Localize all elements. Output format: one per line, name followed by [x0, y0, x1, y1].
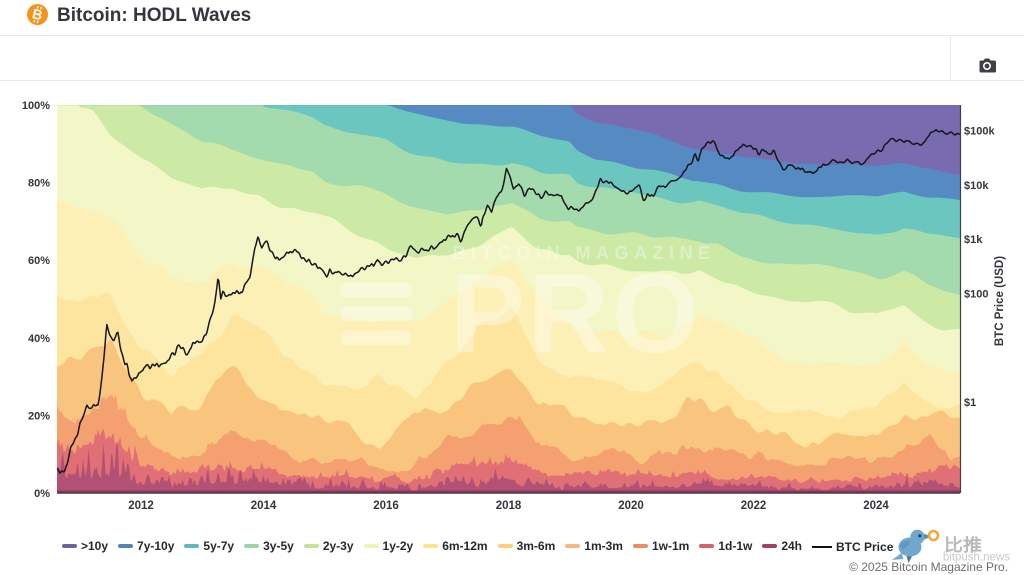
svg-text:2018: 2018	[496, 500, 522, 512]
svg-text:40%: 40%	[28, 333, 50, 345]
svg-text:PRO: PRO	[450, 251, 702, 376]
svg-text:bitpush.news: bitpush.news	[943, 552, 1010, 564]
svg-text:2012: 2012	[128, 500, 154, 512]
svg-text:60%: 60%	[28, 255, 50, 267]
svg-text:Bitcoin: HODL Waves: Bitcoin: HODL Waves	[57, 5, 251, 26]
svg-text:$100: $100	[964, 288, 988, 300]
svg-text:80%: 80%	[28, 178, 50, 190]
svg-text:比推: 比推	[944, 535, 982, 555]
svg-text:B: B	[31, 5, 45, 23]
svg-text:$10k: $10k	[964, 180, 989, 192]
svg-text:$100k: $100k	[964, 126, 995, 138]
svg-text:BITCOIN MAGAZINE: BITCOIN MAGAZINE	[453, 243, 716, 263]
svg-text:2016: 2016	[373, 500, 399, 512]
svg-text:100%: 100%	[22, 100, 50, 112]
svg-text:2014: 2014	[251, 500, 277, 512]
svg-text:$1k: $1k	[964, 234, 983, 246]
svg-text:$1: $1	[964, 397, 976, 409]
svg-text:20%: 20%	[28, 410, 50, 422]
svg-text:© 2025 Bitcoin Magazine Pro.: © 2025 Bitcoin Magazine Pro.	[849, 560, 1008, 574]
svg-text:2024: 2024	[863, 500, 889, 512]
svg-text:2020: 2020	[618, 500, 644, 512]
svg-text:2022: 2022	[741, 500, 767, 512]
svg-text:BTC Price (USD): BTC Price (USD)	[994, 256, 1006, 346]
svg-text:0%: 0%	[34, 488, 50, 500]
